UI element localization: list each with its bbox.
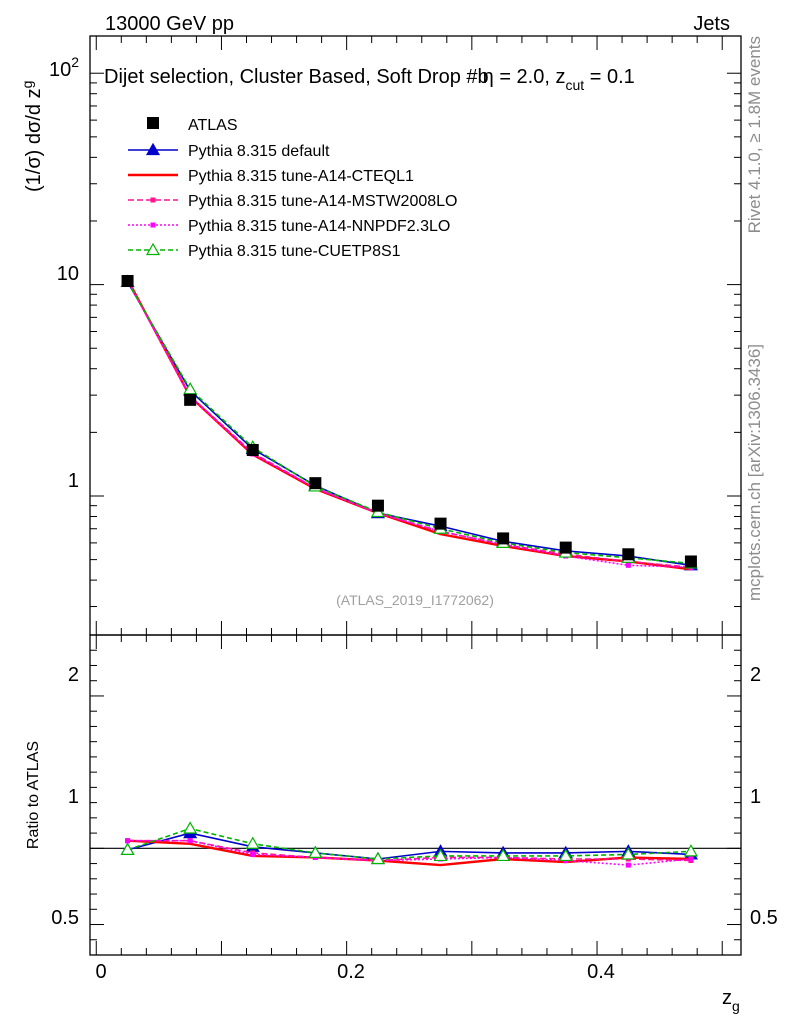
- legend-label-0: Pythia 8.315 default: [188, 143, 330, 160]
- header-left: 13000 GeV pp: [105, 13, 234, 35]
- ratio-tick-label-0.5-right: 0.5: [750, 907, 778, 929]
- ratio-point-3: [125, 838, 131, 844]
- ratio-point-4: [683, 844, 698, 857]
- legend-label-2: Pythia 8.315 tune-A14-MSTW2008LO: [188, 193, 457, 210]
- x-tick-label-0: 0: [95, 961, 106, 983]
- legend-label-1: Pythia 8.315 tune-A14-CTEQL1: [188, 168, 414, 185]
- ratio-line-0: [127, 832, 691, 860]
- plot-title: Dijet selection, Cluster Based, Soft Dro…: [104, 66, 635, 93]
- x-tick-label-0.2: 0.2: [337, 961, 365, 983]
- atlas-data-point: [371, 499, 384, 512]
- legend-marker-2: [150, 197, 156, 203]
- ratio-tick-label-2: 2: [68, 664, 79, 686]
- ratio-line-4: [127, 827, 691, 860]
- ratio-point-3: [187, 838, 193, 844]
- legend-label-atlas: ATLAS: [188, 117, 238, 134]
- ratio-point-4: [120, 842, 135, 855]
- legend-marker-4: [145, 242, 161, 256]
- legend: ATLAS Pythia 8.315 default Pythia 8.315 t…: [128, 117, 457, 260]
- atlas-data-point: [559, 541, 572, 554]
- legend-label-3: Pythia 8.315 tune-A14-NNPDF2.3LO: [188, 218, 450, 235]
- y-tick-label-100: 102: [49, 54, 79, 81]
- ratio-point-4: [496, 848, 511, 862]
- ratio-point-4: [558, 848, 573, 862]
- ratio-tick-label-1-right: 1: [750, 786, 761, 808]
- ratio-tick-label-1: 1: [68, 786, 79, 808]
- series-line-4: [126, 281, 691, 565]
- ratio-point-4: [433, 848, 448, 862]
- ratio-point-4: [245, 836, 260, 849]
- ratio-point-4: [183, 821, 198, 834]
- legend-marker-0: [145, 142, 161, 156]
- ratio-point-4: [370, 851, 385, 865]
- side-label-mcplots: mcplots.cern.ch [arXiv:1306.3436]: [745, 344, 764, 601]
- ratio-plot-frame: [89, 634, 742, 956]
- ratio-tick-label-0.5: 0.5: [51, 907, 79, 929]
- atlas-data-point: [622, 548, 635, 561]
- atlas-data-layer: [121, 275, 697, 568]
- ratio-line-2: [127, 839, 691, 862]
- y-tick-label-1: 1: [68, 470, 79, 492]
- x-axis-label: zg: [722, 987, 740, 1014]
- ratio-point-3: [625, 862, 631, 868]
- atlas-data-point: [684, 555, 697, 568]
- ratio-point-4: [308, 845, 323, 859]
- ratio-point-3: [250, 851, 256, 857]
- legend-series: Pythia 8.315 default Pythia 8.315 tune-A1…: [128, 142, 457, 260]
- header-right: Jets: [693, 13, 730, 35]
- y-axis-label: (1/σ) dσ/d zg: [19, 81, 45, 192]
- side-label-rivet: Rivet 4.1.0, ≥ 1.8M events: [745, 36, 764, 233]
- ratio-point-3: [688, 856, 694, 862]
- legend-marker-atlas: [147, 117, 159, 129]
- analysis-id: (ATLAS_2019_I1772062): [336, 592, 494, 608]
- legend-label-4: Pythia 8.315 tune-CUETP8S1: [188, 243, 401, 260]
- series-layer: [120, 274, 698, 868]
- axis-ticks: [90, 36, 741, 956]
- atlas-data-point: [309, 477, 322, 490]
- x-tick-label-0.4: 0.4: [587, 961, 615, 983]
- series-line-0: [126, 281, 692, 567]
- series-line-1: [126, 278, 692, 571]
- atlas-data-point: [184, 393, 197, 406]
- atlas-data-point: [246, 444, 259, 457]
- series-line-3: [126, 279, 691, 569]
- ratio-y-axis-label: Ratio to ATLAS: [25, 741, 42, 849]
- series-point-4: [183, 382, 198, 395]
- atlas-data-point: [121, 275, 134, 288]
- series-point-3: [625, 562, 631, 568]
- ratio-tick-label-2-right: 2: [750, 664, 761, 686]
- atlas-data-point: [434, 517, 447, 530]
- ratio-point-4: [621, 847, 636, 860]
- legend-marker-3: [150, 222, 156, 228]
- y-tick-label-10: 10: [57, 263, 79, 285]
- atlas-data-point: [497, 532, 510, 545]
